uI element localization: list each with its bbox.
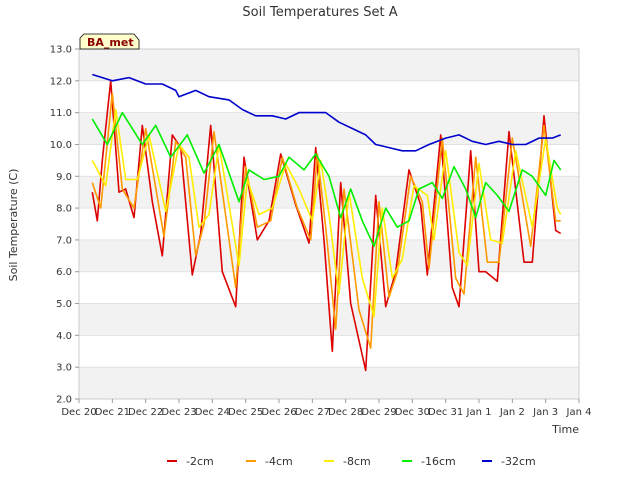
series-lines (91, 73, 562, 372)
x-tick-label: Dec 31 (428, 407, 463, 418)
legend-label: -8cm (343, 455, 371, 468)
y-tick-label: 3.0 (56, 363, 72, 374)
x-tick-label: Dec 28 (328, 407, 363, 418)
x-tick-label: Jan 2 (499, 407, 525, 418)
site-label: BA_met (87, 36, 134, 49)
y-tick-label: 2.0 (56, 395, 72, 406)
x-tick-label: Jan 4 (566, 407, 592, 418)
legend-label: -4cm (265, 455, 293, 468)
plot-background-bands (79, 49, 579, 399)
y-tick-label: 10.0 (50, 140, 72, 151)
y-tick-label: 13.0 (50, 45, 72, 56)
x-tick-label: Dec 22 (128, 407, 163, 418)
x-tick-label: Dec 25 (228, 407, 263, 418)
legend-label: -2cm (186, 455, 214, 468)
legend-label: -16cm (421, 455, 456, 468)
x-tick-label: Dec 30 (395, 407, 430, 418)
y-tick-label: 6.0 (56, 267, 72, 278)
x-axis-label: Time (551, 423, 579, 436)
y-tick-label: 4.0 (56, 331, 72, 342)
y-tick-label: 8.0 (56, 204, 72, 215)
chart-title: Soil Temperatures Set A (242, 5, 397, 20)
y-tick-label: 12.0 (50, 76, 72, 87)
x-tick-label: Dec 27 (295, 407, 330, 418)
x-tick-label: Jan 3 (532, 407, 558, 418)
x-tick-label: Jan 1 (466, 407, 492, 418)
plot-band (79, 49, 579, 81)
series-line-32cm (92, 73, 561, 152)
y-tick-label: 11.0 (50, 108, 72, 119)
y-tick-label: 7.0 (56, 235, 72, 246)
x-tick-label: Dec 26 (261, 407, 296, 418)
plot-band (79, 367, 579, 399)
x-tick-label: Dec 29 (361, 407, 396, 418)
x-tick-label: Dec 21 (95, 407, 130, 418)
y-tick-label: 5.0 (56, 299, 72, 310)
series-line-2cm (91, 80, 562, 372)
series-line-16cm (91, 111, 562, 248)
series-line-8cm (91, 108, 562, 318)
legend: -2cm -4cm -8cm -16cm -32cm (167, 455, 536, 468)
site-label-box: BA_met (79, 33, 140, 50)
x-tick-label: Dec 24 (195, 407, 230, 418)
y-axis-label: Soil Temperature (C) (7, 169, 20, 282)
grid-lines (79, 48, 579, 400)
x-tick-label: Dec 23 (161, 407, 196, 418)
y-tick-label: 9.0 (56, 172, 72, 183)
legend-label: -32cm (501, 455, 536, 468)
x-tick-label: Dec 20 (61, 407, 96, 418)
plot-frame (78, 48, 580, 400)
y-tick-labels: 2.0 3.0 4.0 5.0 6.0 7.0 8.0 9.0 10.0 11.0 12.0 13.0 (50, 45, 79, 406)
